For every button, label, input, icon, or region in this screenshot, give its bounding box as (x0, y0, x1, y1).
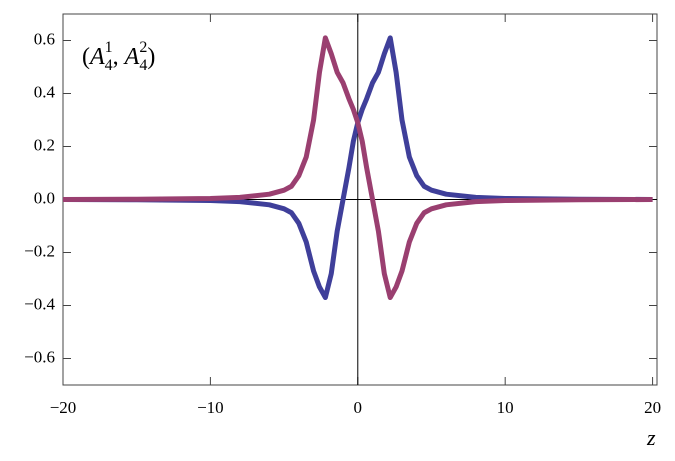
x-axis-label: z (646, 425, 656, 450)
y-tick-label: −0.6 (24, 347, 55, 366)
y-tick-label: −0.2 (24, 241, 55, 260)
series-line (62, 35, 653, 301)
annotation-part: A (88, 44, 105, 70)
y-tick-label: 0.0 (34, 188, 55, 207)
x-tick-label: −20 (50, 398, 77, 417)
annotation: (A41, A42) (82, 39, 155, 74)
x-tick-label: 20 (644, 398, 661, 417)
y-tick-label: 0.6 (34, 29, 55, 48)
y-tick-label: 0.2 (34, 135, 55, 154)
x-tick-label: 0 (354, 398, 363, 417)
annotation-part: A (123, 44, 140, 70)
annotation-part: 4 (105, 57, 113, 74)
annotation-part: , (113, 44, 125, 70)
x-tick-label: 10 (497, 398, 514, 417)
annotation-part: 1 (105, 39, 113, 56)
y-tick-label: 0.4 (34, 82, 56, 101)
annotation-part: 4 (139, 57, 147, 74)
y-tick-label: −0.4 (24, 294, 55, 313)
x-tick-label: −10 (197, 398, 224, 417)
annotation-part: ( (82, 44, 90, 70)
annotation-part: ) (147, 44, 155, 70)
annotation-part: 2 (139, 39, 147, 56)
